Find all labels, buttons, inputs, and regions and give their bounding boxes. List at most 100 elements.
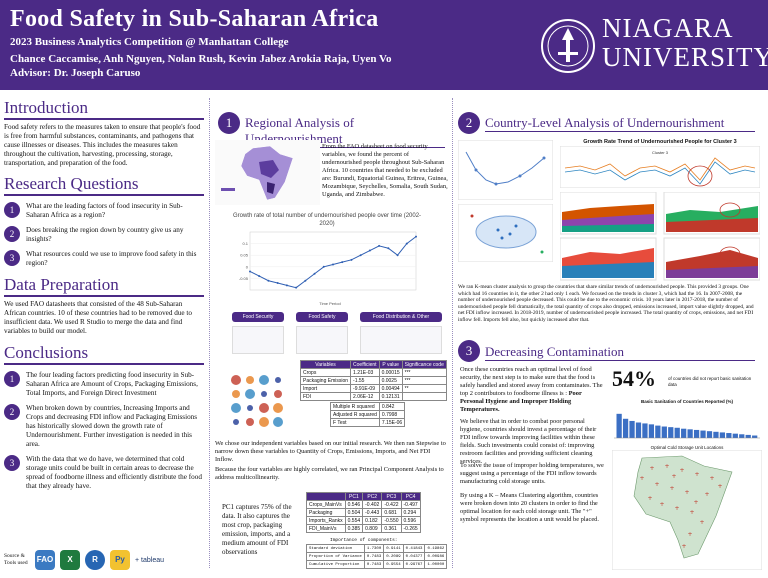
regional-text: From the FAO datasheet on food security … (322, 143, 448, 198)
pca-loadings-table: PC1 PC2 PC3 PC4 Crops_MainVs 0.546 -0.402 -0.4… (306, 492, 421, 533)
regression-table: Variables Coefficient P value Significance … (299, 360, 447, 401)
y-tick-label: 0.05 (240, 253, 249, 258)
bar (681, 428, 687, 438)
data-point (267, 279, 270, 282)
university-seal-icon (541, 19, 595, 73)
correlation-cell (259, 403, 269, 413)
data-point (378, 244, 381, 247)
bar (629, 420, 635, 438)
data-prep-text: We used FAO datasheets that consisted of… (4, 300, 193, 335)
plus-icon: + (699, 519, 704, 526)
correlation-cell (273, 417, 283, 427)
data-point (368, 249, 371, 252)
table-header-row: PC1 PC2 PC3 PC4 (306, 492, 421, 501)
data-point (285, 284, 288, 287)
section-number: 2 (458, 112, 480, 134)
research-item: 1 What are the leading factors of food in… (4, 202, 204, 220)
correlation-cell (246, 376, 254, 384)
cluster-chart-title: Growth Rate Trend of Undernourished Peop… (583, 139, 737, 145)
poster-title: Food Safety in Sub-Saharan Africa (10, 6, 379, 32)
bar (668, 427, 674, 438)
data-point (304, 279, 307, 282)
bar (642, 423, 648, 438)
python-icon: Py (110, 550, 130, 570)
importance-table: Standard deviation 1.7300 0.9141 0.41843 0.1… (306, 544, 448, 569)
stacked-area-charts (560, 192, 760, 281)
conclusion-item: 2 When broken down by countries, Increasi… (4, 404, 204, 449)
growth-line-chart: -0.05 0 0.05 0.1 (239, 231, 417, 291)
stepwise-text: We chose our independent variables based… (215, 440, 446, 463)
pca-intro-text: Because the four variables are highly co… (215, 466, 444, 481)
number-badge: 1 (4, 202, 20, 218)
data-point (258, 275, 261, 278)
cluster-plot (458, 204, 553, 262)
flow-detail-box (232, 326, 284, 354)
bar (752, 435, 758, 438)
cold-storage-map: + +++++++ ++++++++++++ (612, 450, 762, 570)
table-row: Multiple R squared 0.842 (330, 402, 406, 411)
correlation-cell (275, 377, 281, 383)
correlation-cell (259, 417, 269, 427)
table-row: Adjusted R squared 0.7998 (330, 410, 406, 419)
plus-icon: + (679, 467, 684, 474)
plus-icon: + (717, 483, 722, 490)
bar (726, 433, 732, 438)
plus-icon: + (689, 509, 694, 516)
bar (706, 431, 713, 438)
tableau-logo: + tableau (135, 556, 164, 564)
decreasing-text-4: By using a K – Means Clustering algorith… (460, 492, 599, 523)
table-row: FDI 2.06E-12 0.12131 (299, 392, 447, 401)
correlation-cell (274, 390, 282, 398)
introduction-text: Food safety refers to the measures taken… (4, 123, 201, 167)
logo-wordmark: NIAGARA UNIVERSITY (602, 13, 768, 72)
column-divider (209, 98, 210, 568)
bar (745, 434, 751, 438)
plus-icon: + (639, 475, 644, 482)
data-point (350, 258, 353, 261)
bar (655, 425, 661, 438)
bar (693, 429, 700, 438)
number-badge: 3 (4, 250, 20, 266)
conclusion-item: 3 With the data that we do have, we deter… (4, 455, 204, 491)
flow-detail-box (360, 326, 442, 354)
data-point (341, 261, 344, 264)
data-point (396, 254, 399, 257)
table-header-row: Variables Coefficient P value Significance … (299, 360, 447, 369)
table-row: Packaging Emission -1.55 0.0025 *** (299, 376, 447, 385)
section-number: 1 (218, 112, 240, 134)
number-badge: 2 (4, 226, 20, 242)
decreasing-heading: Decreasing Contamination (485, 344, 755, 361)
table-row: Import -9.91E-09 0.00494 ** (299, 384, 447, 393)
pc1-text: PC1 captures 75% of the data. It also ca… (222, 503, 292, 556)
research-question: Does breaking the region down by country… (26, 226, 184, 243)
table-row: Cumulative Proportion 0.7483 0.9554 0.99767… (306, 560, 448, 569)
table-row: Imports_Rankx 0.554 0.182 -0.550 0.596 (306, 516, 421, 525)
country-heading: Country-Level Analysis of Undernourishme… (485, 115, 755, 132)
sources-label: Source & Tools used (4, 553, 28, 566)
research-list: 1 What are the leading factors of food in… (4, 202, 204, 268)
research-heading: Research Questions (4, 174, 204, 196)
correlation-cell (246, 418, 254, 426)
plus-icon: + (704, 491, 709, 498)
poster-header: Food Safety in Sub-Saharan Africa 2023 B… (0, 0, 768, 90)
conclusion-text: The four leading factors predicting food… (26, 371, 198, 397)
cluster-label: Cluster 3 (652, 150, 669, 155)
data-point (415, 235, 417, 238)
decreasing-text-3: To solve the issue of improper holding t… (460, 462, 604, 485)
sanitation-chart-title: Basic Sanitation of Countries Reported (… (640, 399, 733, 404)
percent-stat-text: of countries did not report basic sanita… (668, 376, 752, 387)
plus-icon: + (649, 465, 654, 472)
y-tick-label: 0 (246, 264, 249, 269)
bar (687, 429, 693, 438)
table-row: Crops_MainVs 0.546 -0.402 -0.422 -0.497 (306, 500, 421, 509)
niagara-logo: NIAGARA UNIVERSITY (540, 8, 768, 84)
bar (616, 413, 622, 438)
plus-icon: + (659, 501, 664, 508)
number-badge: 1 (4, 371, 20, 387)
plus-icon: + (664, 463, 669, 470)
correlation-cell (259, 375, 269, 385)
plus-icon: + (693, 499, 698, 506)
research-question: What resources could we use to improve f… (26, 250, 197, 267)
table-row: Crops 1.21E-03 0.00015 *** (299, 368, 447, 377)
food-safety-box: Food Safety (296, 312, 348, 322)
